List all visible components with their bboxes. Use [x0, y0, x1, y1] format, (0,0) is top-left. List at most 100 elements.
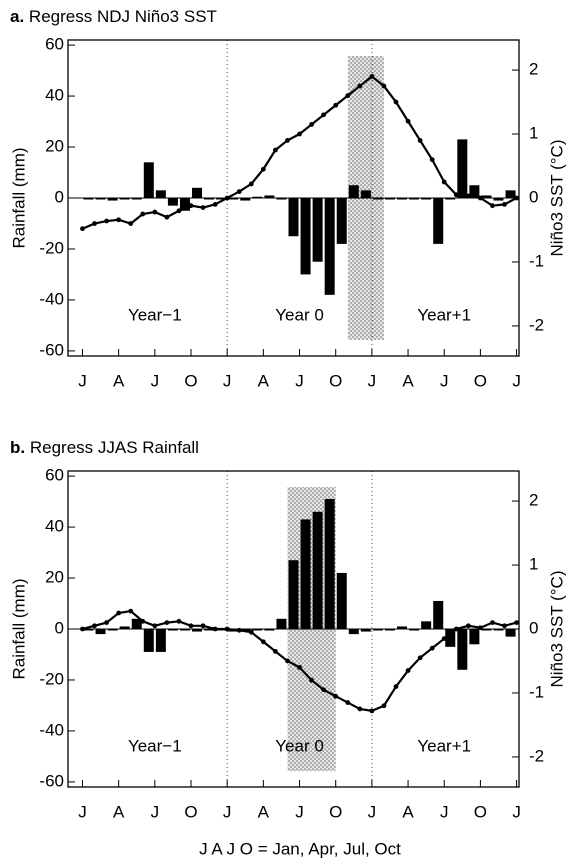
bar [372, 629, 383, 631]
y2-axis-label: Niño3 SST (°C) [547, 139, 566, 256]
y-tick-label: 40 [45, 86, 64, 105]
sst-point [405, 668, 411, 673]
sst-point [381, 703, 387, 709]
y2-tick-label: 1 [529, 124, 538, 143]
bar [252, 196, 263, 199]
sst-point [273, 147, 278, 153]
sst-point [465, 193, 471, 199]
y-tick-label: 40 [45, 517, 64, 536]
bar [167, 629, 178, 631]
bar [384, 629, 395, 631]
bar [119, 626, 130, 629]
sst-point [333, 102, 339, 108]
y-tick-label: -20 [39, 669, 64, 688]
bar [252, 629, 263, 631]
sst-point [357, 706, 363, 712]
sst-point [236, 189, 242, 195]
x-tick-label: J [223, 802, 232, 821]
y2-tick-label: -1 [529, 251, 544, 270]
sst-point [224, 626, 230, 632]
bar [336, 198, 347, 244]
bar [481, 629, 492, 631]
period-label: Year+1 [417, 736, 471, 755]
bar [155, 629, 166, 652]
bar [131, 618, 142, 629]
sst-point [405, 118, 411, 124]
sst-point [441, 636, 447, 641]
y2-tick-label: -1 [529, 682, 544, 701]
y-tick-label: -40 [39, 289, 64, 308]
sst-point [285, 658, 290, 664]
sst-point [80, 226, 85, 232]
sst-point [393, 684, 399, 689]
bar [360, 190, 371, 198]
y2-tick-label: 2 [529, 491, 538, 510]
bar [131, 198, 142, 200]
bar [216, 198, 227, 200]
sst-point [152, 623, 158, 629]
sst-point [309, 122, 314, 127]
bar [264, 195, 275, 198]
x-tick-label: A [113, 802, 125, 821]
x-tick-label: J [368, 802, 377, 821]
sst-point [333, 693, 339, 699]
bar [119, 198, 130, 200]
caption: J A J O = Jan, Apr, Jul, Oct [199, 839, 401, 858]
bar [433, 600, 444, 629]
period-label: Year+1 [417, 305, 471, 324]
bar [348, 629, 359, 635]
sst-point [417, 655, 423, 661]
panel-title-text: Regress JJAS Rainfall [30, 438, 199, 457]
bar [409, 198, 420, 200]
bar [300, 519, 311, 629]
bar [288, 560, 299, 629]
sst-point [116, 610, 122, 616]
sst-point [140, 618, 146, 624]
panel-title-text: Regress NDJ Niño3 SST [29, 7, 217, 26]
sst-point [200, 205, 206, 210]
bar [493, 198, 504, 201]
bar [324, 198, 335, 295]
y-axis-label: Rainfall (mm) [9, 578, 28, 679]
panel-label: a. [10, 7, 24, 26]
bar [505, 629, 516, 637]
sst-point [140, 211, 146, 217]
sst-point [92, 623, 97, 629]
bar [469, 185, 480, 198]
y-tick-label: 60 [45, 35, 64, 54]
y-tick-label: 0 [55, 187, 64, 206]
y-tick-label: -60 [39, 771, 64, 790]
sst-point [260, 166, 266, 172]
x-tick-label: O [329, 371, 342, 390]
sst-point [152, 209, 158, 215]
x-tick-label: J [295, 802, 304, 821]
x-tick-label: J [151, 802, 160, 821]
bar [83, 198, 94, 200]
bar [372, 198, 383, 200]
y2-tick-label: -2 [529, 746, 544, 765]
x-tick-label: O [184, 371, 197, 390]
x-tick-label: J [512, 371, 521, 390]
sst-point [321, 687, 327, 693]
sst-point [441, 179, 447, 185]
bar [288, 198, 299, 237]
sst-point [309, 677, 314, 683]
sst-point [357, 83, 363, 89]
sst-point [248, 629, 254, 635]
bar [143, 162, 154, 198]
x-tick-label: J [78, 802, 87, 821]
y-tick-label: 0 [55, 618, 64, 637]
y2-tick-label: -2 [529, 315, 544, 334]
sst-point [490, 203, 495, 209]
bar [336, 572, 347, 629]
sst-point [465, 623, 471, 629]
sst-point [369, 708, 375, 714]
sst-point [453, 626, 459, 632]
period-label: Year 0 [275, 305, 324, 324]
x-tick-label: J [223, 371, 232, 390]
bar [228, 198, 239, 200]
sst-point [176, 208, 182, 214]
x-tick-label: O [474, 371, 487, 390]
bar [457, 139, 468, 198]
x-tick-label: A [258, 802, 270, 821]
